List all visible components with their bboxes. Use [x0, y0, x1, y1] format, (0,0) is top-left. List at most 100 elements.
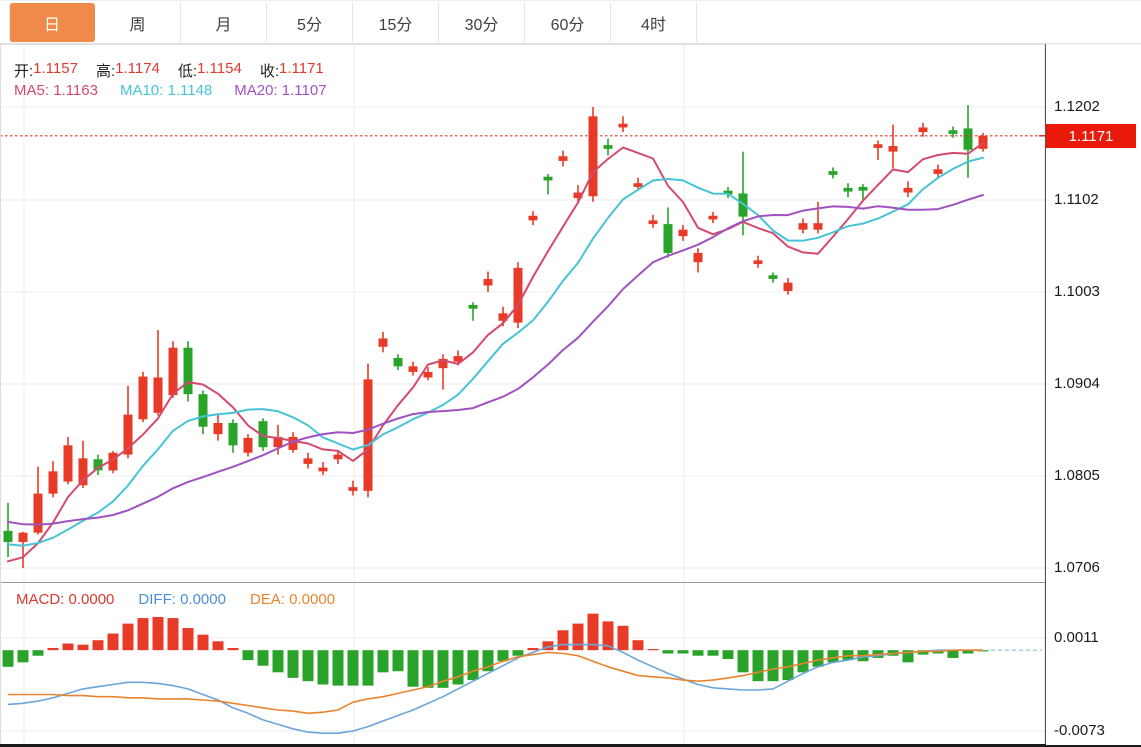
macd-hist-bar [752, 650, 764, 682]
macd-axis-label: 0.0011 [1054, 629, 1099, 646]
candle-body [828, 171, 838, 175]
candle-body [588, 116, 598, 197]
macd-hist-bar [32, 650, 44, 656]
macd-hist-bar [587, 613, 599, 651]
macd-hist-bar [917, 650, 929, 655]
tab-day[interactable]: 日 [9, 3, 95, 42]
candle-body [633, 183, 643, 187]
tab-5min[interactable]: 5分 [267, 3, 353, 42]
ohlc-high: 高: 1.1174 [95, 60, 160, 80]
macd-hist-bar [677, 650, 689, 654]
candle-body [498, 313, 508, 321]
candle-body [393, 357, 403, 367]
macd-hist-bar [572, 623, 584, 651]
macd-hist-bar [362, 650, 374, 686]
candle-body [603, 145, 613, 149]
macd-hist-bar [812, 650, 824, 667]
diff-line [7, 643, 983, 735]
tab-week[interactable]: 周 [95, 3, 181, 42]
candle-body [618, 123, 628, 128]
candle-body [918, 127, 928, 133]
macd-hist-bar [482, 650, 494, 672]
macd-hist-bar [302, 650, 314, 682]
ohlc-close: 收: 1.1171 [259, 60, 324, 80]
candle-body [108, 452, 118, 471]
candle-body [783, 282, 793, 292]
macd-hist-bar [557, 630, 569, 651]
macd-hist-bar [2, 650, 14, 667]
ma20-line [7, 194, 984, 526]
tab-month[interactable]: 月 [181, 3, 267, 42]
macd-legend: MACD: 0.0000 DIFF: 0.0000 DEA: 0.0000 [16, 591, 335, 608]
candle-body [213, 423, 223, 435]
candle-body [873, 144, 883, 148]
candle-body [378, 338, 388, 347]
candle-body [363, 379, 373, 491]
candle-body [303, 458, 313, 464]
candle-body [858, 186, 868, 191]
candle-body [573, 192, 583, 199]
ma10-line [7, 156, 984, 547]
candle-body [318, 467, 328, 472]
candle-body [273, 436, 283, 448]
tab-30min[interactable]: 30分 [439, 3, 525, 42]
candle-body [123, 414, 133, 455]
candle-body [768, 275, 778, 279]
candle-body [723, 190, 733, 195]
macd-hist-bar [707, 650, 719, 656]
macd-hist-bar [122, 623, 134, 651]
macd-hist-bar [257, 650, 269, 666]
tab-15min[interactable]: 15分 [353, 3, 439, 42]
macd-hist-bar [167, 618, 179, 651]
candle-body [18, 532, 28, 542]
macd-hist-bar [662, 650, 674, 654]
tab-4hour[interactable]: 4时 [611, 3, 697, 42]
macd-hist-bar [272, 650, 284, 673]
macd-hist-bar [947, 650, 959, 658]
macd-hist-bar [392, 650, 404, 672]
tab-60min[interactable]: 60分 [525, 3, 611, 42]
macd-hist-bar [317, 650, 329, 685]
candle-body [798, 223, 808, 230]
price-axis-label: 1.1102 [1054, 190, 1099, 208]
macd-hist-bar [632, 640, 644, 651]
candle-body [243, 437, 253, 453]
macd-hist-bar [242, 650, 254, 661]
candle-body [438, 358, 448, 369]
candle-body [888, 146, 898, 152]
candle-body [228, 423, 238, 446]
candle-body [138, 376, 148, 420]
candle-body [843, 187, 853, 192]
timeframe-tabbar: 日 周 月 5分 15分 30分 60分 4时 [0, 0, 1141, 44]
macd-hist-bar [197, 634, 209, 651]
candle-body [63, 445, 73, 482]
candle-body [423, 371, 433, 378]
macd-hist-bar [737, 650, 749, 673]
macd-hist-bar [62, 643, 74, 651]
candle-body [738, 193, 748, 217]
ma5-line [7, 142, 984, 563]
macd-hist-bar [962, 650, 974, 654]
candle-body [948, 130, 958, 134]
macd-hist-bar [602, 621, 614, 651]
macd-hist-bar [287, 650, 299, 678]
macd-hist-bar [512, 650, 524, 656]
macd-axis-label: -0.0073 [1054, 722, 1105, 739]
macd-hist-bar [527, 647, 539, 651]
macd-hist-bar [647, 649, 659, 651]
macd-hist-bar [542, 641, 554, 651]
ma-legend: MA5: 1.1163 MA10: 1.1148 MA20: 1.1107 [14, 82, 327, 99]
macd-hist-bar [452, 650, 464, 685]
candle-body [528, 215, 538, 221]
price-axis-label: 1.0805 [1054, 466, 1100, 484]
candle-body [708, 215, 718, 220]
macd-hist-bar [467, 650, 479, 681]
candle-body [468, 304, 478, 309]
price-axis-label: 1.0706 [1054, 559, 1100, 576]
ma5-legend: MA5: 1.1163 [14, 82, 98, 99]
candle-body [678, 229, 688, 237]
price-axis-label: 1.1202 [1054, 98, 1100, 115]
macd-hist-bar [47, 647, 59, 651]
